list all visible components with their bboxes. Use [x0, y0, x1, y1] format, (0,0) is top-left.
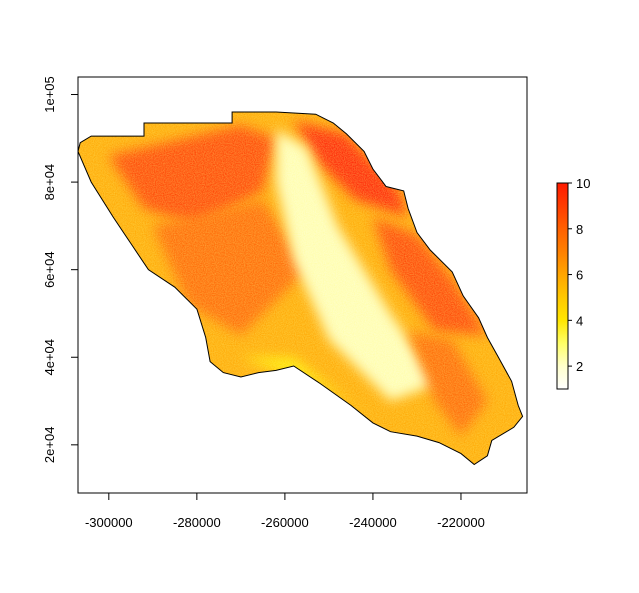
legend-tick-label: 2	[576, 359, 583, 374]
x-axis: -300000 -280000 -260000 -240000 -220000	[85, 492, 485, 530]
legend-tick-label: 8	[576, 222, 583, 237]
legend-tick-label: 6	[576, 268, 583, 283]
y-tick-label: 6e+04	[42, 251, 57, 288]
legend-tick-label: 4	[576, 313, 583, 328]
y-axis: 2e+04 4e+04 6e+04 8e+04 1e+05	[42, 76, 79, 464]
legend-colorbar	[556, 182, 569, 390]
y-tick-label: 1e+05	[42, 76, 57, 113]
y-tick-label: 2e+04	[42, 427, 57, 464]
y-tick-label: 8e+04	[42, 164, 57, 201]
y-tick-label: 4e+04	[42, 339, 57, 376]
x-tick-label: -260000	[261, 515, 309, 530]
x-tick-label: -220000	[437, 515, 485, 530]
x-tick-label: -300000	[85, 515, 133, 530]
x-tick-label: -240000	[349, 515, 397, 530]
color-legend: 2 4 6 8 10	[556, 176, 590, 390]
legend-tick-label: 10	[576, 176, 590, 191]
x-tick-label: -280000	[173, 515, 221, 530]
region-boundary	[77, 111, 524, 466]
